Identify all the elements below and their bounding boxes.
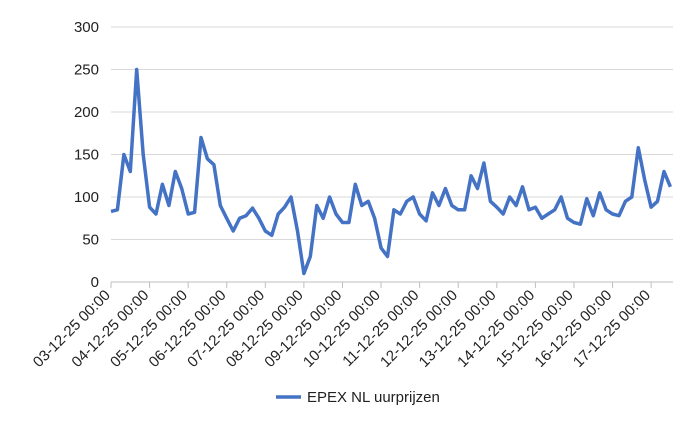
- y-tick-label: 300: [74, 19, 99, 36]
- y-tick-label: 150: [74, 147, 99, 164]
- y-tick-label: 250: [74, 62, 99, 79]
- y-tick-label: 0: [91, 274, 99, 291]
- legend-label: EPEX NL uurprijzen: [307, 389, 440, 406]
- y-tick-label: 100: [74, 189, 99, 206]
- y-tick-label: 200: [74, 104, 99, 121]
- series-line: [110, 67, 673, 276]
- y-tick-label: 50: [82, 232, 99, 249]
